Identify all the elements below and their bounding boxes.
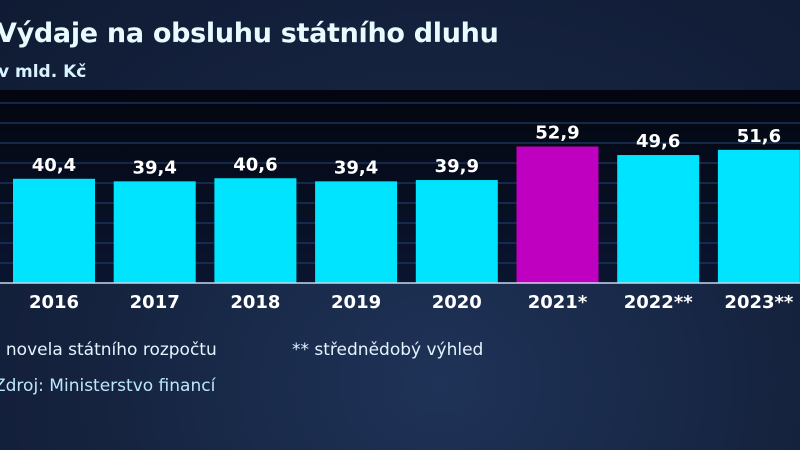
bar-2016: [13, 178, 95, 283]
chart-title: Výdaje na obsluhu státního dluhu: [0, 18, 499, 49]
x-tick-label: 2016: [29, 292, 79, 313]
data-label: 51,6: [737, 126, 781, 147]
bar-2022: [617, 155, 700, 283]
x-tick-label: 2017: [130, 292, 180, 313]
footnote-revision: * novela státního rozpočtu: [0, 340, 217, 360]
data-label: 39,4: [334, 157, 378, 178]
data-label: 40,6: [233, 154, 277, 175]
data-label: 40,4: [32, 155, 76, 176]
data-label: 39,4: [132, 157, 176, 178]
bar-2021: [516, 146, 599, 283]
x-tick-label: 2018: [230, 292, 280, 313]
footnote-outlook: ** střednědobý výhled: [292, 340, 484, 360]
bar-2019: [315, 181, 398, 283]
bar-2020: [415, 180, 498, 283]
source-note: Zdroj: Ministerstvo financí: [0, 376, 216, 396]
x-tick-label: 2023**: [724, 292, 794, 313]
x-tick-label: 2022**: [624, 292, 694, 313]
data-label: 49,6: [636, 131, 680, 152]
bar-chart: 40,4 2016 39,4 2017 40,6 2018 39,4 2019 39,9 2020…: [0, 102, 800, 313]
chart-subtitle: v mld. Kč: [0, 62, 87, 82]
data-label: 52,9: [535, 123, 579, 144]
x-tick-label: 2020: [432, 292, 482, 313]
x-tick-label: 2019: [331, 292, 381, 313]
data-label: 39,9: [435, 156, 479, 177]
bar-2018: [214, 178, 297, 283]
bar-2023: [717, 149, 800, 283]
x-tick-label: 2021*: [528, 292, 588, 313]
bar-2017: [113, 181, 196, 283]
